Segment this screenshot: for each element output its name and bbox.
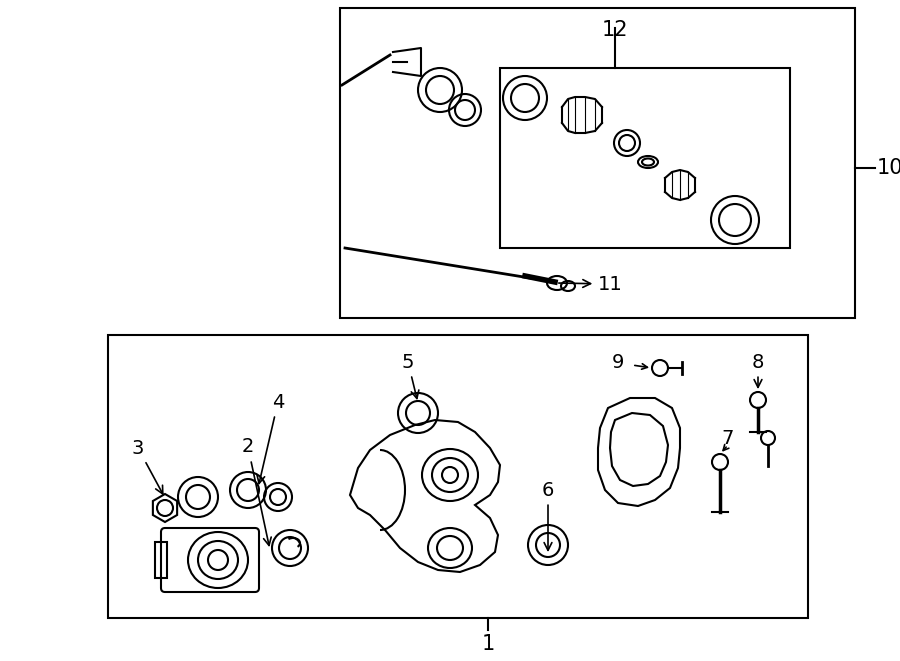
- Text: 5: 5: [401, 352, 419, 399]
- Text: 11: 11: [559, 274, 623, 293]
- Text: 10: 10: [877, 158, 900, 178]
- Text: 4: 4: [257, 393, 284, 483]
- Text: 6: 6: [542, 481, 554, 551]
- Text: 2: 2: [242, 438, 271, 545]
- Text: 8: 8: [752, 352, 764, 387]
- Text: 1: 1: [482, 634, 495, 654]
- Text: 3: 3: [131, 438, 163, 494]
- Bar: [155, 542, 167, 578]
- Bar: [340, 8, 855, 318]
- Text: 12: 12: [602, 20, 628, 40]
- Text: 7: 7: [722, 428, 734, 447]
- Bar: [108, 335, 808, 618]
- Text: 9: 9: [612, 354, 625, 373]
- Bar: [500, 68, 790, 248]
